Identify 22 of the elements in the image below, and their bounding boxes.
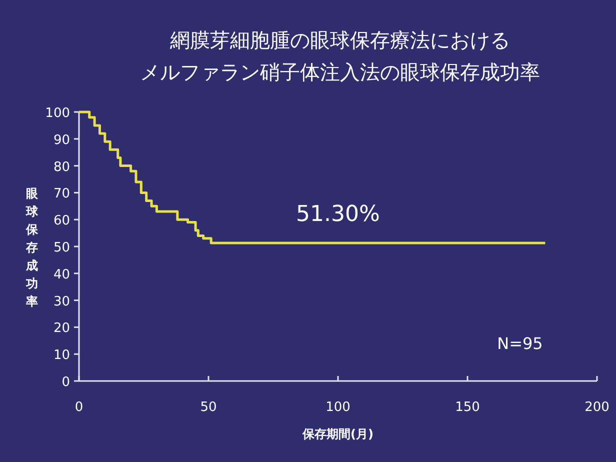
y-tick-label: 90 — [53, 132, 70, 148]
y-tick-label: 60 — [53, 214, 70, 229]
annotation: 51.30% — [296, 202, 380, 228]
annotation: N=95 — [497, 334, 543, 353]
x-tick-label: 50 — [200, 400, 217, 415]
y-axis-title: 眼球保存成功率 — [25, 186, 39, 308]
y-tick-label: 40 — [53, 267, 70, 282]
y-tick-label: 20 — [53, 321, 70, 336]
y-tick-label: 10 — [53, 348, 70, 364]
y-tick-label: 70 — [53, 186, 70, 202]
x-axis-title: 保存期間(月) — [302, 427, 374, 441]
y-tick-label: 50 — [53, 240, 70, 256]
y-tick-label: 100 — [45, 106, 70, 121]
chart-title: 網膜芽細胞腫の眼球保存療法における — [169, 28, 510, 52]
x-tick-label: 100 — [326, 400, 350, 415]
x-tick-label: 200 — [584, 400, 610, 415]
chart-subtitle: メルファラン硝子体注入法の眼球保存成功率 — [140, 60, 540, 84]
y-tick-label: 30 — [53, 294, 70, 310]
y-tick-label: 80 — [53, 160, 70, 175]
y-tick-label: 0 — [62, 375, 70, 390]
x-tick-label: 0 — [74, 400, 84, 415]
x-tick-label: 150 — [455, 400, 480, 415]
